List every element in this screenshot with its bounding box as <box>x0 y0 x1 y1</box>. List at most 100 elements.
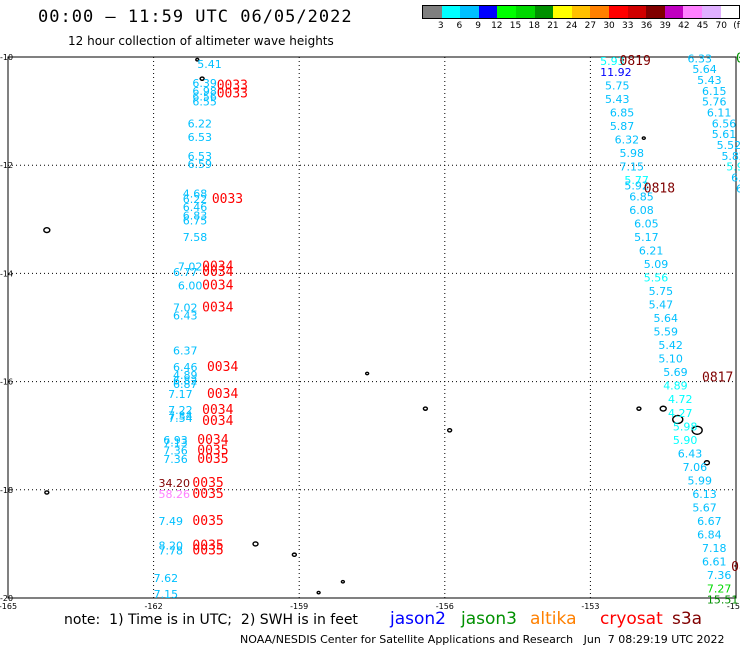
colorbar-swatch <box>664 6 684 18</box>
colorbar-swatch <box>571 6 591 18</box>
wave-height-label: 6.87 <box>173 378 198 391</box>
wave-height-label: 5.69 <box>663 366 688 379</box>
wave-height-label: 6.53 <box>188 131 213 144</box>
time-label: 0035 <box>192 476 223 491</box>
wave-height-label: 6.05 <box>634 217 659 230</box>
time-label: 0034 <box>202 260 233 275</box>
page-subtitle: 12 hour collection of altimeter wave hei… <box>68 34 334 48</box>
lon-label: -153 <box>581 602 599 611</box>
island-outline <box>703 460 711 466</box>
wave-height-label: 5.17 <box>634 231 659 244</box>
wave-height-label: 6.43 <box>173 309 198 322</box>
wave-height-label: 6.46 <box>173 361 198 374</box>
colorbar-swatch <box>590 6 609 18</box>
island-outline <box>43 227 51 234</box>
wave-height-label: 6.43 <box>678 447 703 460</box>
wave-height-label: 6.77 <box>173 266 198 279</box>
wave-height-label: 5.10 <box>658 353 683 366</box>
lon-label: -165 <box>0 602 17 611</box>
wave-height-label: 6.14 <box>731 171 740 184</box>
colorbar-label: 27 <box>584 21 597 31</box>
colorbar-label: 21 <box>547 21 559 31</box>
colorbar-swatch <box>515 6 535 18</box>
wave-height-label: 6.37 <box>173 345 198 358</box>
wave-height-label: 15.51 <box>707 593 739 606</box>
legend-s3a: s3a <box>672 609 703 629</box>
wave-height-label: 6.85 <box>629 190 654 203</box>
wave-height-label: 5.42 <box>658 339 683 352</box>
wave-height-label: 7.27 <box>707 583 732 596</box>
wave-height-label: 6.56 <box>192 90 217 103</box>
time-label: 081 <box>731 560 740 575</box>
colorbar-swatch <box>646 6 665 18</box>
legend-jason2: jason2 <box>390 609 446 629</box>
wave-height-label: 5.75 <box>605 79 630 92</box>
time-label: 0034 <box>202 265 233 280</box>
island-outline <box>340 579 346 584</box>
island-outline <box>659 405 667 412</box>
legend-altika: altika <box>530 609 577 629</box>
time-label: 0034 <box>202 403 233 418</box>
colorbar-label: (ft) <box>733 21 740 31</box>
colorbar-swatch <box>423 6 442 18</box>
lat-label: -10 <box>0 53 13 62</box>
colorbar-label: 24 <box>565 21 578 31</box>
island-outline <box>364 371 370 376</box>
island-outline <box>199 76 205 81</box>
wave-height-label: 7.22 <box>168 404 193 417</box>
colorbar-swatch <box>553 6 572 18</box>
time-label: 0035 <box>192 538 223 553</box>
colorbar-label: 70 <box>715 21 728 31</box>
wave-height-label: 7.62 <box>154 572 179 585</box>
colorbar-swatch <box>534 6 554 18</box>
wave-height-label: 7.58 <box>183 231 208 244</box>
wave-height-label: 7.36 <box>707 569 732 582</box>
island-outline <box>446 427 453 433</box>
island-outline <box>672 414 684 425</box>
colorbar-swatch <box>441 6 461 18</box>
wave-height-label: 5.99 <box>687 474 712 487</box>
wave-height-label: 58.26 <box>158 488 190 501</box>
wave-height-label: 6.13 <box>692 488 717 501</box>
time-label: 0034 <box>202 300 233 315</box>
wave-height-label: 6.55 <box>192 96 217 109</box>
wave-height-label: 7.15 <box>620 161 645 174</box>
time-label: 0034 <box>207 387 238 402</box>
wave-height-label: 5.47 <box>649 299 674 312</box>
wave-height-label: 5.77 <box>624 174 649 187</box>
wave-height-label: 6.85 <box>610 107 635 120</box>
colorbar-swatch <box>701 6 721 18</box>
colorbar-label: 15 <box>509 21 522 31</box>
wave-height-label: 5.09 <box>644 258 669 271</box>
wave-height-label: 6.59 <box>188 158 213 171</box>
wave-height-label: 8.20 <box>158 539 183 552</box>
lon-label: -150 <box>727 602 740 611</box>
wave-height-label: 6.83 <box>183 209 208 222</box>
wave-height-label: 7.36 <box>163 445 188 458</box>
colorbar-swatch <box>720 6 740 18</box>
wave-height-label: 7.34 <box>168 409 193 422</box>
colorbar-swatch <box>627 6 647 18</box>
wave-height-label: 5.93 <box>600 55 625 68</box>
time-label: 0033 <box>212 192 243 207</box>
credit-line: NOAA/NESDIS Center for Satellite Applica… <box>240 633 725 646</box>
wave-height-label: 5.82 <box>721 150 740 163</box>
colorbar-label: 3 <box>437 21 444 31</box>
wave-height-label: 7.49 <box>158 515 183 528</box>
time-label: 0034 <box>207 360 238 375</box>
wave-height-label: 5.87 <box>610 120 635 133</box>
wave-height-label: 6.08 <box>629 204 654 217</box>
time-label: 0229 <box>736 51 740 66</box>
wave-height-label: 5.52 <box>717 139 740 152</box>
wave-height-label: 5.64 <box>692 63 717 76</box>
colorbar-label: 36 <box>640 21 653 31</box>
time-label: 0818 <box>644 181 675 196</box>
wave-height-label: 6.32 <box>615 134 640 147</box>
wave-height-label: 6.11 <box>707 107 732 120</box>
wave-height-label: 11.92 <box>600 66 632 79</box>
wave-height-label: 5.93 <box>726 161 740 174</box>
wave-height-label: 6.22 <box>188 117 213 130</box>
wave-height-label: 4.89 <box>173 369 198 382</box>
footer-note: note: 1) Time is in UTC; 2) SWH is in fe… <box>64 612 358 628</box>
wave-height-label: 5.98 <box>620 147 645 160</box>
